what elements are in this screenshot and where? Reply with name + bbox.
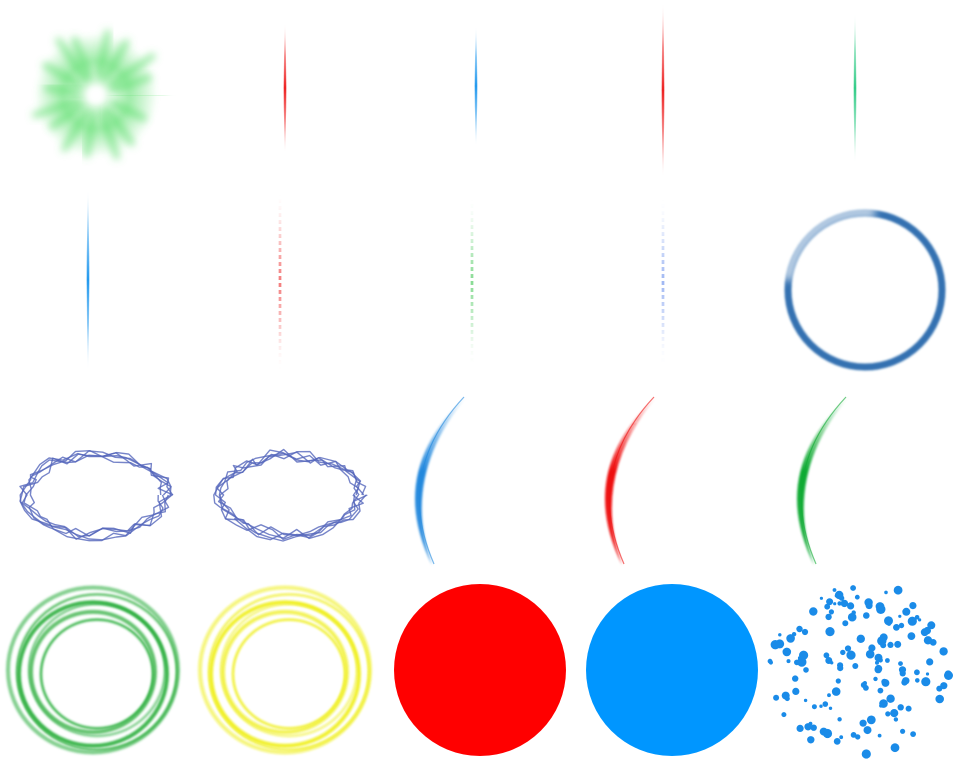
sprite-dashed-streak: [470, 197, 474, 367]
sprite-dot-cloud: [767, 585, 953, 759]
sprite-solid-disc: [586, 584, 758, 756]
sprite-streak: [853, 13, 857, 163]
sprite-arc-slash: [415, 395, 468, 565]
sprite-concentric-rings: [198, 585, 372, 755]
sprite-starburst: [32, 29, 168, 160]
sprite-lightning-ring: [213, 448, 368, 542]
sprite-lightning-ring: [19, 450, 174, 542]
sprite-arc-slash: [605, 395, 658, 565]
sprite-streak: [86, 190, 90, 370]
sprite-streak: [661, 2, 665, 178]
sprite-dashed-streak: [661, 197, 665, 367]
sprite-concentric-rings: [6, 585, 180, 755]
sprite-streak: [283, 23, 287, 153]
sprite-arc-slash: [797, 395, 850, 565]
sprite-dashed-streak: [278, 192, 282, 372]
sprite-streak: [474, 26, 478, 146]
sprite-solid-disc: [394, 584, 566, 756]
sprite-ring: [783, 207, 946, 371]
